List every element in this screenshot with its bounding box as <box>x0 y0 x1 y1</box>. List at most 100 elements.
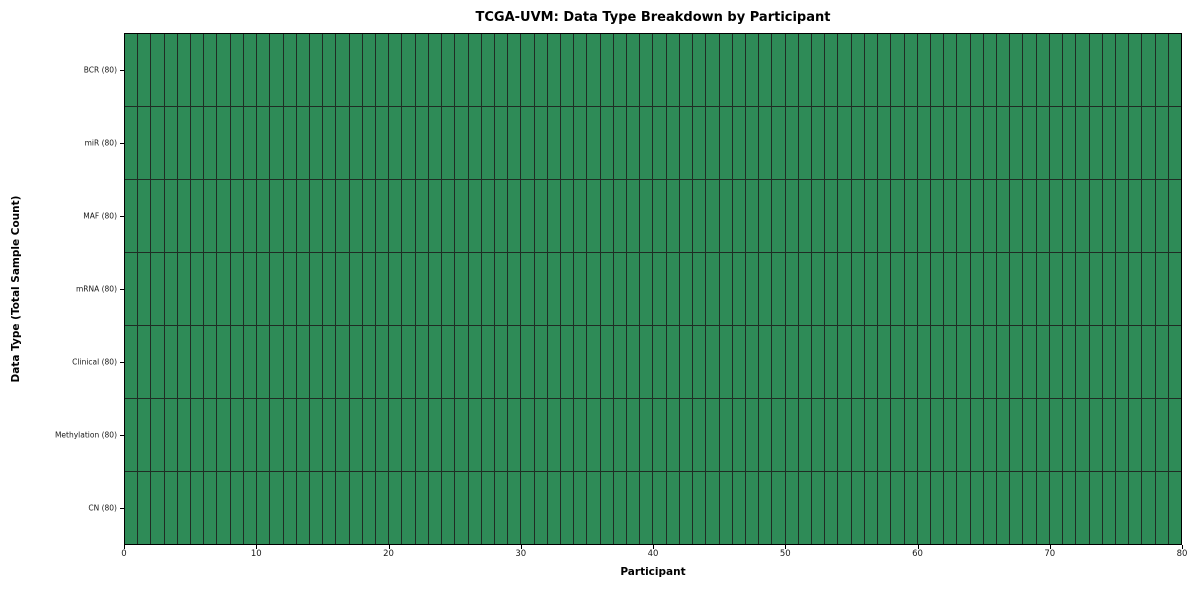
heatmap-cell <box>640 326 653 398</box>
heatmap-cell <box>825 326 838 398</box>
x-axis-label: Participant <box>620 566 686 578</box>
heatmap-cell <box>521 326 534 398</box>
heatmap-cell <box>957 253 970 325</box>
heatmap-cell <box>666 472 679 544</box>
heatmap-cell <box>561 34 574 106</box>
y-tick-mark <box>120 508 124 510</box>
x-tick-label: 10 <box>250 549 262 559</box>
heatmap-cell <box>204 34 217 106</box>
heatmap-cell <box>653 253 666 325</box>
heatmap-cell <box>521 107 534 179</box>
heatmap-cell <box>336 253 349 325</box>
heatmap-cell <box>864 180 878 252</box>
heatmap-cell <box>336 180 349 252</box>
heatmap-cell <box>428 107 442 179</box>
heatmap-cell <box>151 399 164 471</box>
heatmap-cell <box>442 472 455 544</box>
heatmap-cell <box>719 253 732 325</box>
heatmap-cell <box>521 34 534 106</box>
heatmap-cell <box>798 326 812 398</box>
heatmap-cell <box>957 472 970 544</box>
heatmap-cell <box>442 180 455 252</box>
heatmap-cell <box>838 472 851 544</box>
heatmap-cell <box>468 472 481 544</box>
heatmap-cell <box>1102 399 1115 471</box>
x-tick-mark <box>256 545 258 549</box>
heatmap-cell <box>864 34 878 106</box>
heatmap-cell <box>1102 326 1115 398</box>
heatmap-cell <box>957 180 970 252</box>
heatmap-cell <box>851 472 864 544</box>
heatmap-cell <box>574 399 587 471</box>
heatmap-cell <box>151 472 164 544</box>
heatmap-cell <box>508 399 521 471</box>
heatmap-cell <box>944 107 957 179</box>
heatmap-cell <box>878 253 891 325</box>
heatmap-cell <box>759 326 772 398</box>
heatmap-cell <box>1168 253 1181 325</box>
heatmap-cell <box>376 472 389 544</box>
heatmap-cell <box>164 34 177 106</box>
heatmap-cell <box>376 253 389 325</box>
heatmap-cell <box>1010 326 1023 398</box>
heatmap-cell <box>719 399 732 471</box>
heatmap-cell <box>270 107 283 179</box>
heatmap-cell <box>362 180 376 252</box>
heatmap-cell <box>587 34 600 106</box>
heatmap-cell <box>1076 399 1089 471</box>
heatmap-cell <box>468 326 481 398</box>
heatmap-cell <box>1076 253 1089 325</box>
heatmap-cell <box>627 253 640 325</box>
heatmap-cell <box>402 399 415 471</box>
heatmap-cell <box>125 472 138 544</box>
heatmap-cell <box>693 472 706 544</box>
heatmap-cell <box>296 399 309 471</box>
y-tick-mark <box>120 142 124 144</box>
y-tick-mark <box>120 362 124 364</box>
heatmap-cell <box>825 107 838 179</box>
heatmap-cell <box>415 107 428 179</box>
heatmap-cell <box>455 326 468 398</box>
heatmap-cell <box>772 326 785 398</box>
heatmap-cell <box>693 326 706 398</box>
heatmap-cell <box>1010 253 1023 325</box>
heatmap-cell <box>759 107 772 179</box>
heatmap-cell <box>283 253 296 325</box>
heatmap-cell <box>323 472 336 544</box>
heatmap-cell <box>812 399 825 471</box>
heatmap-cell <box>917 399 930 471</box>
heatmap-cell <box>296 472 309 544</box>
heatmap-cell <box>983 399 997 471</box>
heatmap-cell <box>983 107 997 179</box>
heatmap-cell <box>1115 180 1129 252</box>
heatmap-cell <box>798 107 812 179</box>
heatmap-cell <box>428 326 442 398</box>
heatmap-cell <box>521 253 534 325</box>
heatmap-cell <box>904 399 917 471</box>
heatmap-cell <box>1129 326 1142 398</box>
heatmap-cell <box>204 107 217 179</box>
heatmap-cell <box>838 253 851 325</box>
heatmap-cell <box>759 180 772 252</box>
heatmap-cell <box>627 180 640 252</box>
heatmap-cell <box>1155 253 1168 325</box>
heatmap-cell <box>930 326 944 398</box>
heatmap-cell <box>706 326 719 398</box>
heatmap-cell <box>798 399 812 471</box>
heatmap-cell <box>693 107 706 179</box>
heatmap-cell <box>666 34 679 106</box>
heatmap-cell <box>362 399 376 471</box>
heatmap-cell <box>455 180 468 252</box>
heatmap-cell <box>732 472 745 544</box>
heatmap-cell <box>851 180 864 252</box>
heatmap-cell <box>983 34 997 106</box>
heatmap-cell <box>468 253 481 325</box>
heatmap-cell <box>679 472 693 544</box>
heatmap-cell <box>204 180 217 252</box>
heatmap-cell <box>402 34 415 106</box>
heatmap-cell <box>1010 34 1023 106</box>
heatmap-cell <box>164 326 177 398</box>
heatmap-cell <box>613 180 627 252</box>
heatmap-cell <box>481 253 494 325</box>
heatmap-cell <box>970 253 983 325</box>
